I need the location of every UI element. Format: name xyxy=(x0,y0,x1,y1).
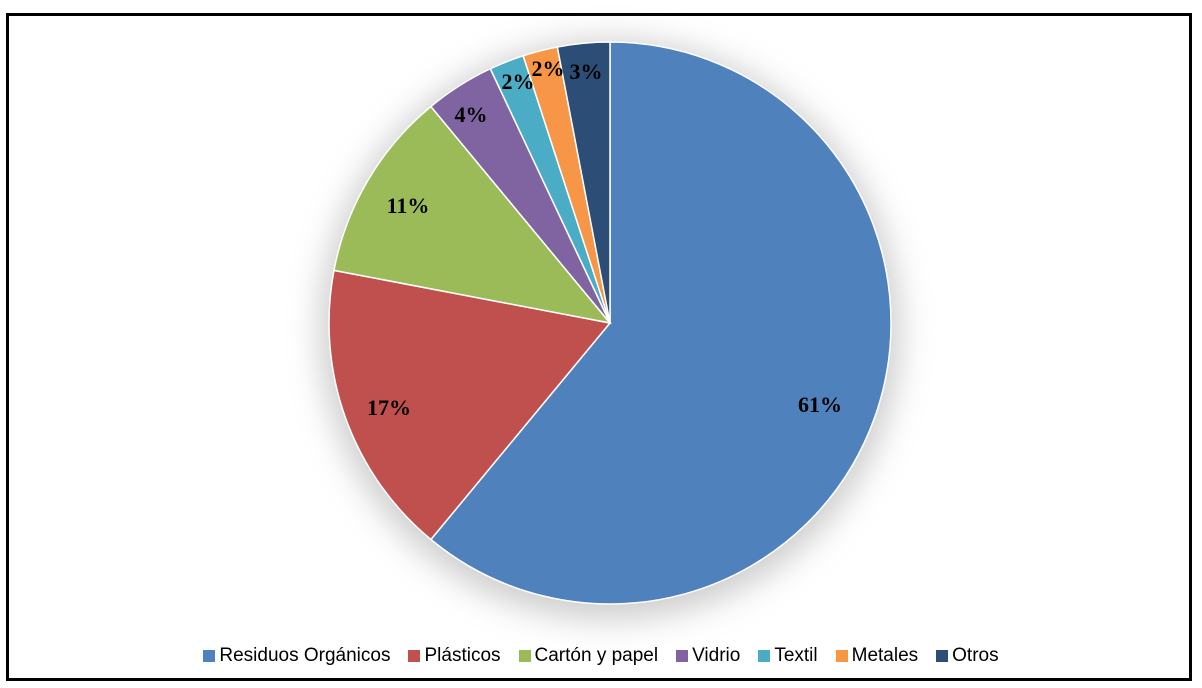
legend-item-1: Residuos Orgánicos xyxy=(203,645,390,667)
legend-swatch xyxy=(835,650,848,662)
legend-swatch xyxy=(518,650,531,662)
legend-label: Otros xyxy=(952,645,999,666)
data-label-2: 17% xyxy=(367,395,411,420)
legend-item-5: Textil xyxy=(758,645,818,667)
data-label-6: 2% xyxy=(532,56,565,81)
pie-slice-2 xyxy=(328,269,612,541)
pie-slice-7 xyxy=(556,41,611,324)
legend-swatch xyxy=(203,650,216,662)
legend-item-4: Vidrio xyxy=(676,645,740,667)
legend-swatch xyxy=(758,650,771,662)
pie-data-labels: 61%17%11%4%2%2% 3% xyxy=(367,56,842,420)
pie-slice-1 xyxy=(429,41,892,605)
legend-label: Cartón y papel xyxy=(534,645,659,666)
legend-item-7: Otros xyxy=(936,645,999,667)
legend-swatch xyxy=(936,650,949,662)
legend-label: Vidrio xyxy=(692,645,741,666)
data-label-1: 61% xyxy=(798,392,842,417)
data-label-3: 11% xyxy=(387,193,430,218)
legend-label: Textil xyxy=(774,645,818,666)
legend-item-3: Cartón y papel xyxy=(518,645,659,667)
data-label-4: 4% xyxy=(455,102,488,127)
legend-label: Metales xyxy=(851,645,919,666)
legend-swatch xyxy=(408,650,421,662)
legend-item-6: Metales xyxy=(835,645,919,667)
chart-legend: Residuos Orgánicos Plásticos Cartón y pape… xyxy=(0,643,1202,669)
legend-swatch xyxy=(676,650,689,662)
legend-label: Residuos Orgánicos xyxy=(219,645,391,666)
pie-slice-3 xyxy=(333,105,612,325)
data-label-5: 2% xyxy=(502,69,535,94)
pie-slices xyxy=(328,41,892,605)
data-label-7: 3% xyxy=(570,59,603,84)
legend-label: Plásticos xyxy=(424,645,501,666)
legend-item-2: Plásticos xyxy=(408,645,501,667)
